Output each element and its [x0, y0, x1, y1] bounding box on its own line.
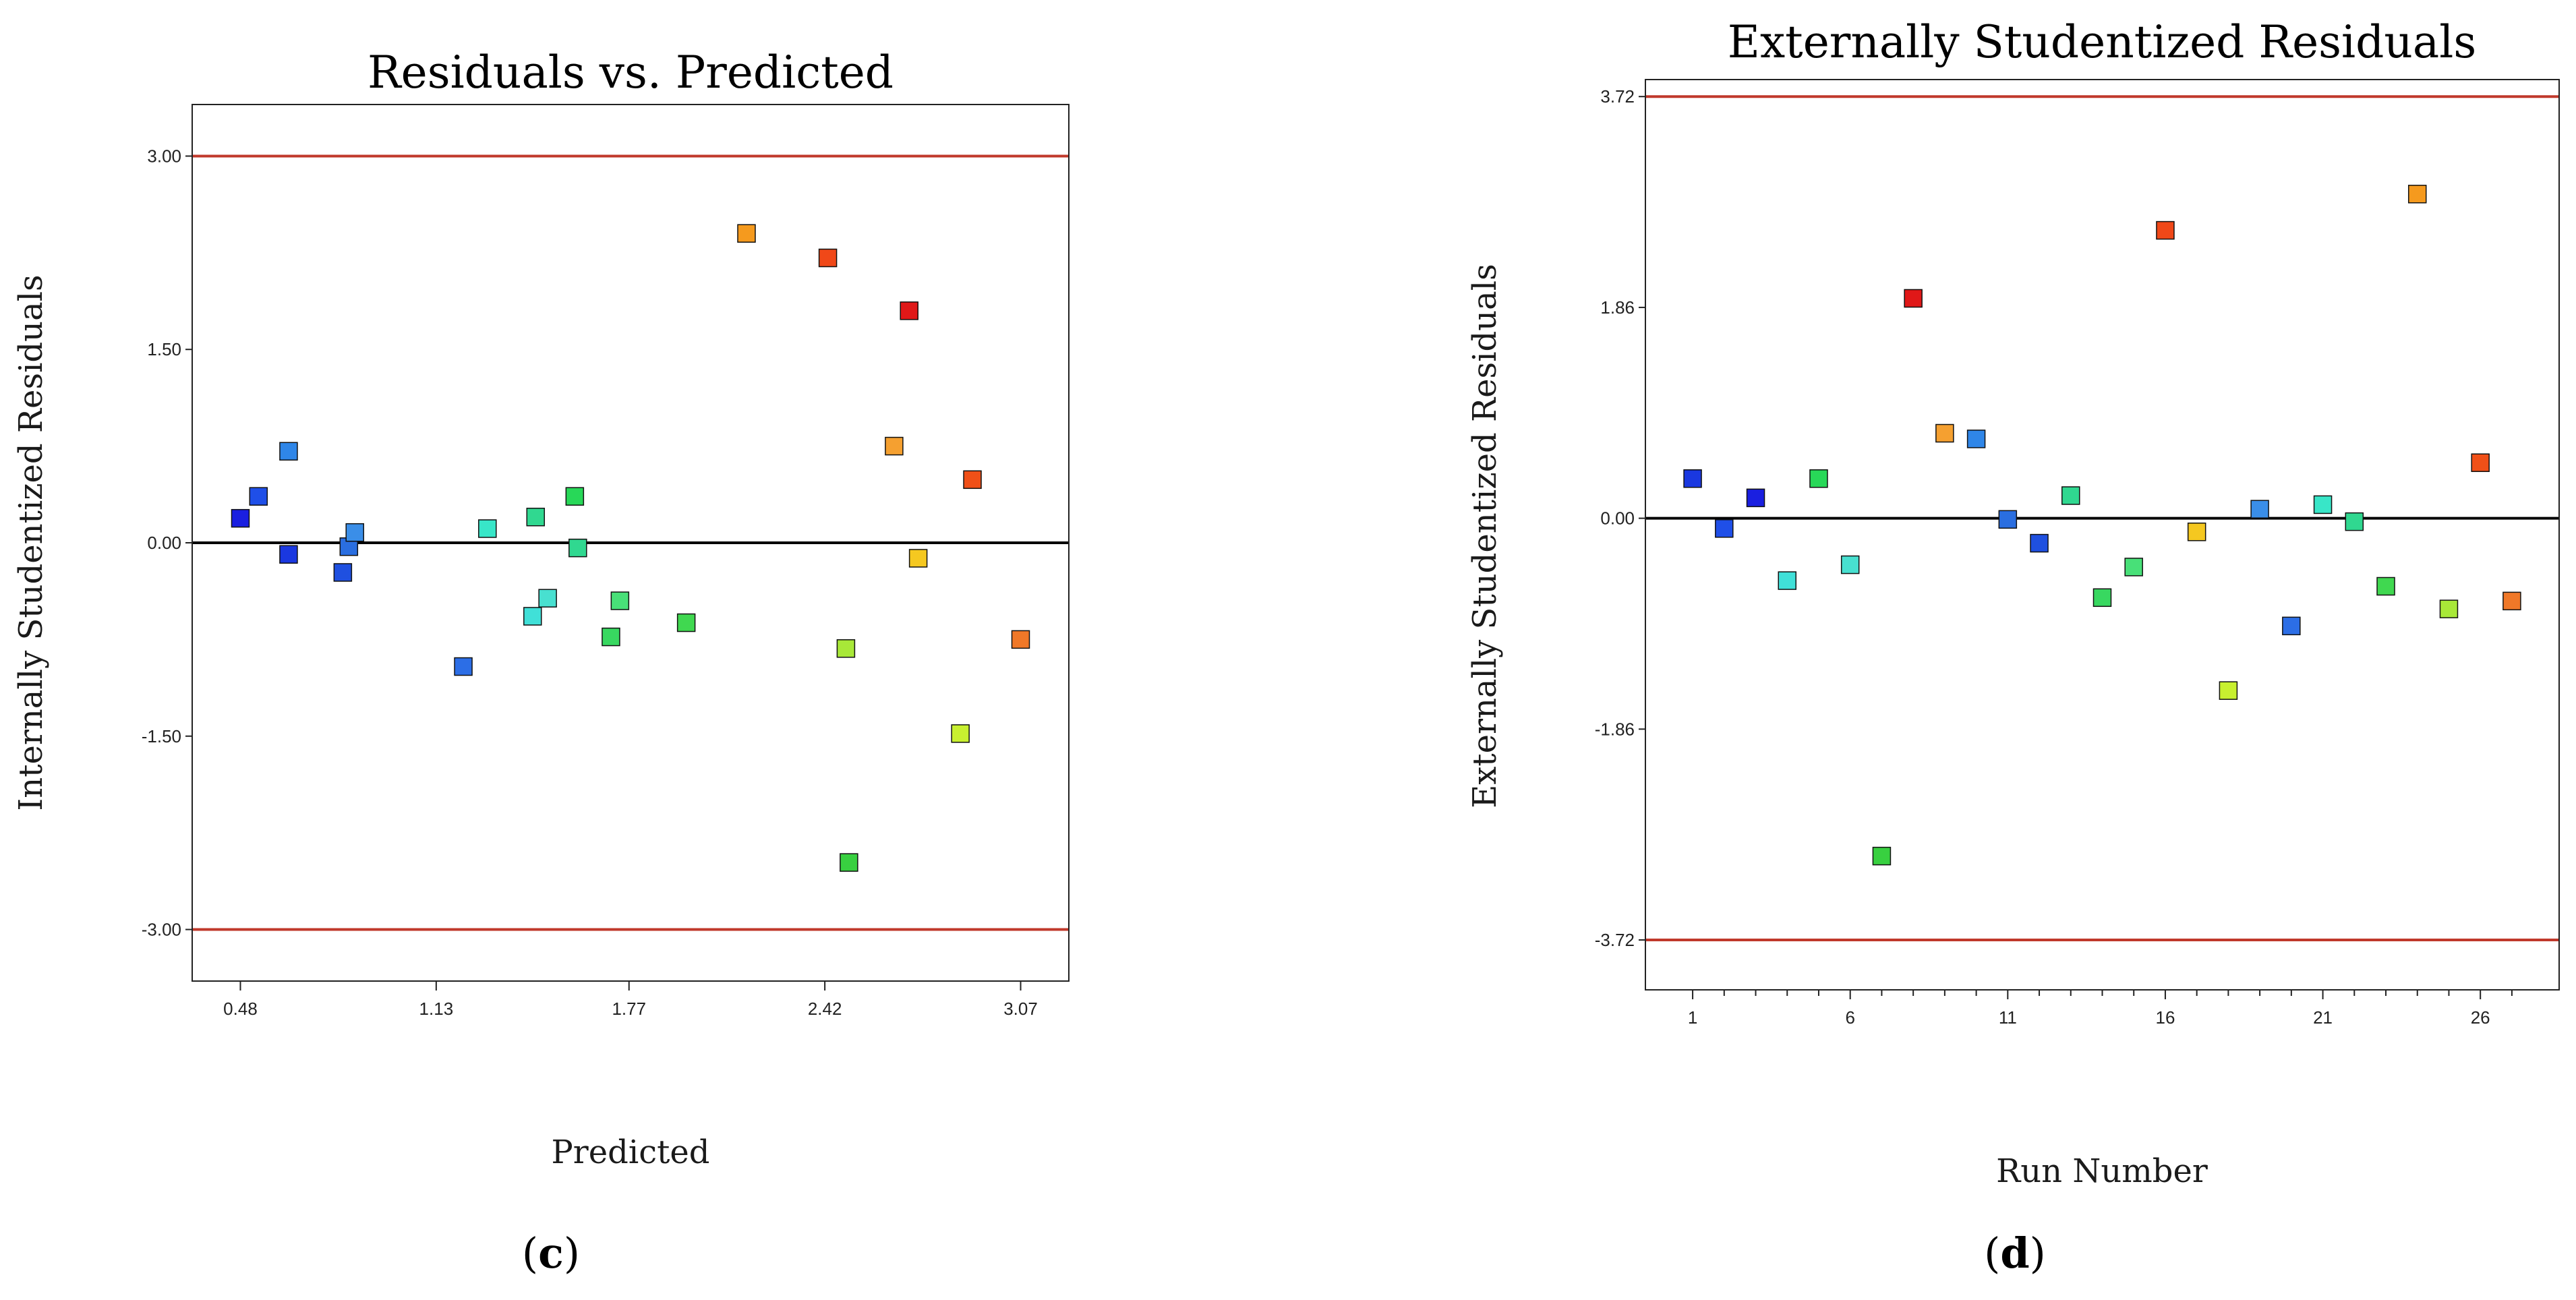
data-point — [231, 508, 250, 528]
data-point — [900, 301, 918, 320]
data-point — [885, 436, 904, 456]
data-point — [454, 657, 473, 676]
x-tick-label: 3.07 — [1003, 999, 1038, 1019]
data-point — [2156, 220, 2175, 240]
y-tick-label: -1.50 — [142, 726, 181, 746]
data-point — [249, 487, 268, 506]
x-tick-label: 11 — [1999, 1007, 2017, 1028]
x-tick-label: 0.48 — [223, 999, 258, 1019]
x-tick-label: 16 — [2155, 1007, 2175, 1028]
data-point — [1778, 571, 1797, 590]
data-point — [523, 607, 542, 626]
data-point — [1872, 846, 1892, 866]
x-tick-label: 26 — [2471, 1007, 2490, 1028]
chart-title: Residuals vs. Predicted — [368, 47, 894, 98]
data-point — [1715, 519, 1734, 538]
y-tick-label: 1.86 — [1600, 297, 1635, 318]
y-tick-label: -3.00 — [142, 920, 181, 940]
y-tick-label: 1.50 — [147, 339, 181, 359]
data-point — [1935, 423, 1954, 443]
data-point — [676, 613, 696, 632]
data-point — [2250, 500, 2269, 519]
x-axis-label: Run Number — [1996, 1152, 2208, 1190]
data-point — [963, 470, 982, 490]
y-axis-label: Internally Studentized Residuals — [12, 274, 50, 810]
x-tick-label: 2.42 — [808, 999, 842, 1019]
y-tick-label: -3.72 — [1595, 930, 1635, 950]
data-point — [1011, 630, 1030, 649]
panel-label: (d) — [1984, 1229, 2046, 1278]
data-point — [2407, 185, 2427, 204]
data-point — [2471, 453, 2490, 472]
data-point — [1809, 469, 1828, 488]
data-point — [2030, 533, 2049, 553]
data-markers — [1683, 185, 2521, 866]
data-point — [2124, 558, 2143, 577]
data-point — [2187, 523, 2206, 541]
data-point — [840, 853, 858, 872]
chart-panel-c: Residuals vs. Predicted Internally Stude… — [12, 47, 1070, 1278]
data-point — [333, 563, 353, 582]
y-axis-label: Externally Studentized Residuals — [1466, 264, 1504, 808]
data-point — [478, 519, 497, 538]
data-point — [737, 224, 756, 243]
data-point — [526, 508, 546, 527]
data-point — [602, 627, 620, 647]
data-point — [279, 442, 298, 461]
reference-lines — [192, 154, 1069, 931]
x-tick-label: 1.13 — [419, 999, 454, 1019]
data-point — [2282, 616, 2301, 636]
data-point — [1840, 555, 1860, 574]
data-point — [2219, 681, 2238, 700]
data-point — [279, 545, 298, 564]
data-point — [2502, 591, 2521, 611]
data-point — [2345, 512, 2364, 531]
plot-frame — [192, 104, 1070, 982]
data-point — [1904, 289, 1923, 308]
data-point — [1746, 488, 1765, 508]
data-point — [2439, 599, 2459, 618]
y-tick-label: 0.00 — [147, 533, 181, 553]
data-markers — [231, 224, 1030, 872]
x-tick-label: 1.77 — [612, 999, 646, 1019]
x-tick-label: 21 — [2313, 1007, 2333, 1028]
y-tick-label: 0.00 — [1600, 508, 1635, 529]
axis-ticks: 3.721.860.00-1.86-3.721 6 11 16 21 26 — [1595, 86, 2513, 1028]
data-point — [951, 724, 970, 743]
data-point — [2092, 588, 2112, 608]
data-point — [2061, 486, 2080, 505]
data-point — [610, 591, 630, 610]
x-axis-label: Predicted — [551, 1133, 709, 1171]
data-point — [565, 487, 585, 506]
x-tick-label: 1 — [1688, 1007, 1697, 1028]
data-point — [538, 589, 557, 608]
data-point — [568, 538, 587, 558]
plot-frame — [1645, 79, 2560, 991]
data-point — [1683, 469, 1702, 488]
data-point — [2376, 577, 2395, 596]
chart-title: Externally Studentized Residuals — [1728, 16, 2476, 68]
data-point — [1966, 430, 1986, 448]
y-tick-label: 3.00 — [147, 146, 181, 166]
data-point — [1998, 510, 2018, 529]
data-point — [836, 639, 856, 658]
y-tick-label: -1.86 — [1595, 719, 1635, 739]
panel-label: (c) — [522, 1229, 580, 1278]
data-point — [908, 549, 928, 568]
data-point — [2313, 495, 2333, 514]
data-point — [818, 248, 838, 268]
x-tick-label: 6 — [1845, 1007, 1854, 1028]
y-tick-label: 3.72 — [1600, 86, 1635, 107]
data-point — [345, 523, 364, 542]
reference-lines — [1645, 95, 2559, 942]
chart-panel-d: Externally Studentized Residuals Externa… — [1466, 16, 2560, 1278]
axis-ticks: 3.00 1.50 0.00 -1.50 -3.00 0.48 1.13 1.77 2.42 3.… — [142, 146, 1038, 1019]
